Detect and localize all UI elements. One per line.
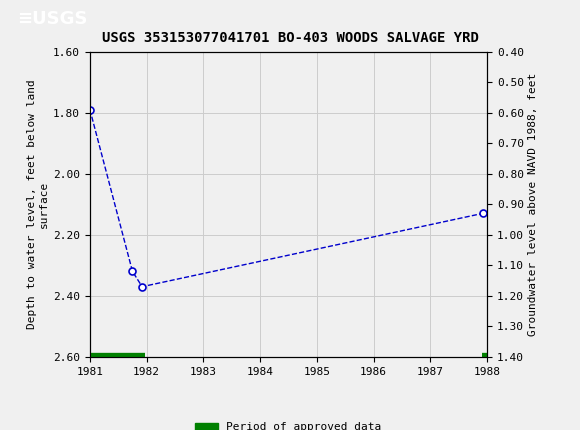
Text: ≡USGS: ≡USGS: [17, 10, 88, 28]
Text: USGS 353153077041701 BO-403 WOODS SALVAGE YRD: USGS 353153077041701 BO-403 WOODS SALVAG…: [102, 31, 478, 45]
Y-axis label: Groundwater level above NAVD 1988, feet: Groundwater level above NAVD 1988, feet: [528, 73, 538, 336]
Y-axis label: Depth to water level, feet below land
surface: Depth to water level, feet below land su…: [27, 80, 49, 329]
Legend: Period of approved data: Period of approved data: [191, 418, 386, 430]
